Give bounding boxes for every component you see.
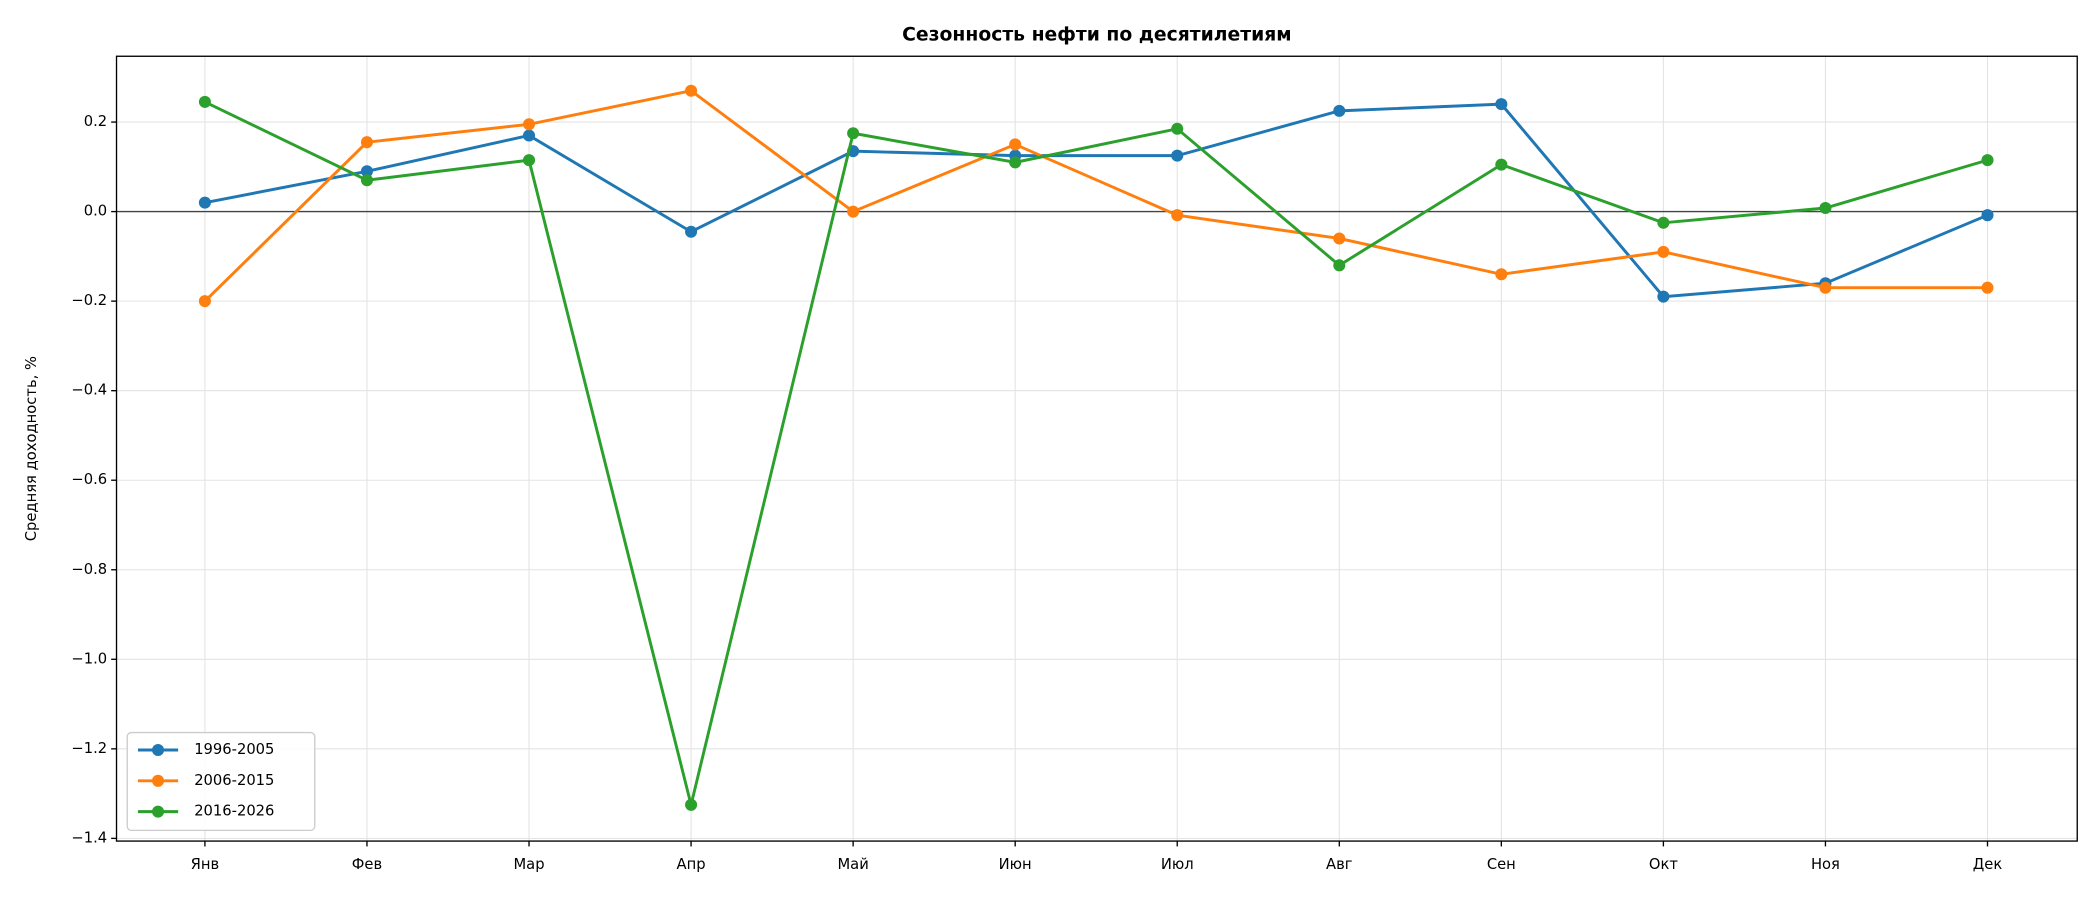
- x-tick-label: Сен: [1487, 856, 1516, 873]
- point: [522, 118, 536, 131]
- legend-marker: [152, 774, 165, 787]
- legend-marker: [152, 743, 165, 757]
- point: [1495, 268, 1508, 281]
- y-tick-label: −1.4: [71, 829, 107, 846]
- plot-frame: [115, 55, 2078, 842]
- point: [1819, 281, 1832, 294]
- point: [1981, 281, 1994, 294]
- point: [522, 154, 536, 167]
- legend-marker: [152, 805, 165, 818]
- x-tick-label: Янв: [191, 856, 220, 873]
- point: [1495, 98, 1508, 111]
- legend-label: 2006-2015: [194, 772, 274, 789]
- point: [198, 95, 211, 108]
- x-tick-label: Апр: [677, 856, 706, 873]
- legend-label: 1996-2005: [194, 741, 274, 758]
- point: [198, 295, 211, 308]
- point: [685, 84, 698, 97]
- point: [1657, 245, 1670, 258]
- x-tick-label: Дек: [1973, 856, 2003, 873]
- x-tick-label: Июн: [999, 856, 1032, 873]
- point: [1495, 158, 1508, 171]
- point: [1171, 209, 1184, 222]
- y-tick-label: −1.0: [71, 650, 107, 667]
- point: [1657, 290, 1670, 303]
- y-tick-label: 0.2: [84, 113, 107, 130]
- point: [685, 798, 698, 811]
- series-line: [203, 89, 1988, 303]
- point: [1009, 156, 1022, 169]
- point: [847, 205, 860, 218]
- x-tick-label: Июл: [1161, 856, 1194, 873]
- point: [847, 127, 860, 140]
- point: [1333, 259, 1346, 272]
- point: [360, 174, 373, 187]
- y-tick-label: 0.0: [84, 203, 107, 220]
- point: [360, 165, 373, 178]
- point: [1009, 138, 1022, 151]
- point: [1333, 232, 1346, 245]
- y-tick-label: −0.6: [71, 471, 107, 488]
- legend-box: [126, 731, 316, 832]
- point: [360, 136, 373, 149]
- point: [1981, 209, 1994, 222]
- point: [1171, 149, 1184, 162]
- series-line: [204, 100, 1988, 806]
- x-tick-label: Май: [837, 856, 868, 873]
- chart-title: Сезонность нефти по десятилетиям: [902, 24, 1291, 45]
- point: [198, 196, 211, 209]
- point: [1171, 122, 1184, 135]
- x-tick-label: Ноя: [1811, 856, 1840, 873]
- y-tick-label: −0.2: [71, 292, 107, 309]
- x-tick-label: Фев: [352, 856, 382, 873]
- point: [685, 225, 698, 238]
- x-tick-label: Мар: [513, 856, 544, 873]
- y-tick-label: −0.8: [71, 561, 107, 578]
- legend-label: 2016-2026: [194, 803, 274, 820]
- y-tick-label: −0.4: [71, 382, 107, 399]
- y-tick-label: −1.2: [71, 740, 107, 757]
- series-line: [204, 102, 1989, 299]
- point: [1819, 201, 1832, 215]
- point: [1657, 216, 1670, 229]
- point: [522, 129, 536, 142]
- point: [1981, 154, 1994, 167]
- y-axis-label: Средняя доходность, %: [23, 356, 40, 541]
- point: [1333, 104, 1346, 117]
- x-tick-label: Авг: [1326, 856, 1353, 873]
- x-tick-label: Окт: [1649, 856, 1678, 873]
